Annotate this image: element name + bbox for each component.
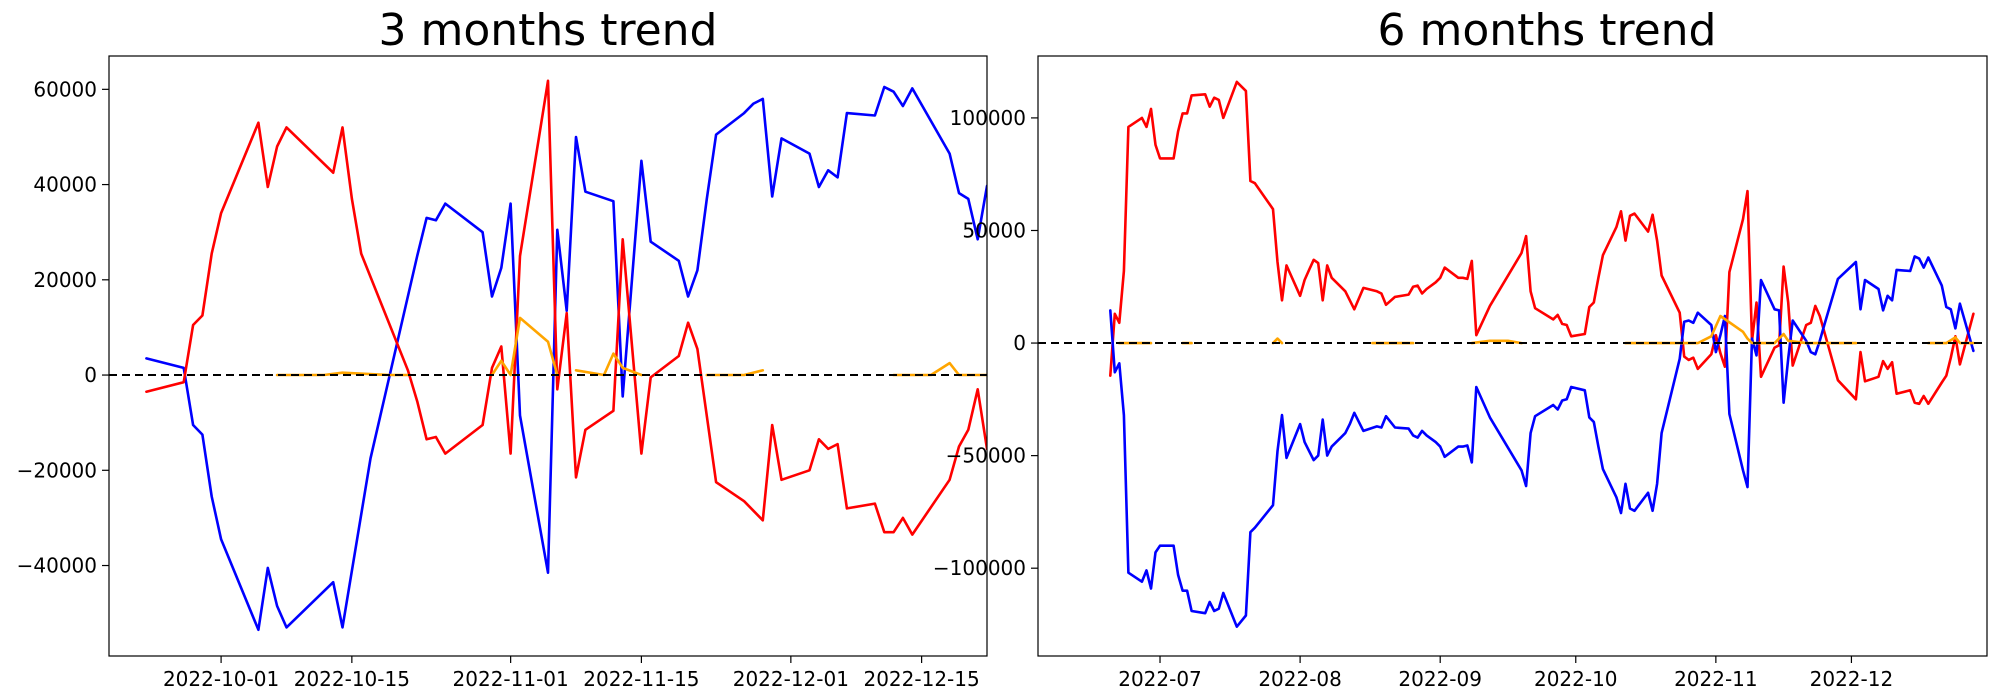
y-tick-label: −40000 [17, 554, 97, 578]
y-tick-label: 0 [1013, 331, 1026, 355]
x-tick-label: 2022-11-01 [453, 667, 569, 691]
x-tick-label: 2022-10-01 [163, 667, 279, 691]
series-line-1 [1109, 255, 1975, 628]
y-tick-label: 100000 [950, 106, 1026, 130]
x-tick-label: 2022-10-15 [294, 667, 410, 691]
x-tick-label: 2022-09 [1398, 667, 1482, 691]
x-tick-label: 2022-12 [1810, 667, 1894, 691]
x-tick-label: 2022-12-01 [733, 667, 849, 691]
y-tick-label: 0 [84, 363, 97, 387]
series-line-2 [275, 316, 987, 377]
series-line-1 [145, 79, 987, 536]
x-tick-label: 2022-07 [1118, 667, 1202, 691]
chart-title: 6 months trend [1378, 5, 1717, 56]
x-tick-label: 2022-11 [1674, 667, 1758, 691]
y-tick-label: −20000 [17, 458, 97, 482]
x-tick-label: 2022-12-15 [863, 667, 979, 691]
y-tick-label: −50000 [946, 444, 1026, 468]
chart-3-months-trend: 3 months trend 2022-10-01 2022-10-15 2022-… [17, 5, 988, 691]
x-tick-label: 2022-08 [1258, 667, 1342, 691]
plot-frame [1037, 55, 1988, 657]
chart-title: 3 months trend [379, 5, 718, 56]
series-line-2 [1118, 314, 1975, 345]
y-tick-label: 60000 [33, 77, 97, 101]
y-tick-label: 40000 [33, 173, 97, 197]
y-tick-label: 20000 [33, 268, 97, 292]
x-tick-label: 2022-10 [1534, 667, 1618, 691]
y-tick-label: 50000 [962, 218, 1026, 242]
series-line-0 [1109, 80, 1975, 406]
chart-6-months-trend: 6 months trend 2022-07 2022-08 2022-09 2022… [933, 5, 1988, 691]
y-tick-label: −100000 [933, 556, 1026, 580]
series-line-0 [145, 85, 987, 632]
x-tick-label: 2022-11-15 [583, 667, 699, 691]
plot-frame [108, 55, 988, 657]
